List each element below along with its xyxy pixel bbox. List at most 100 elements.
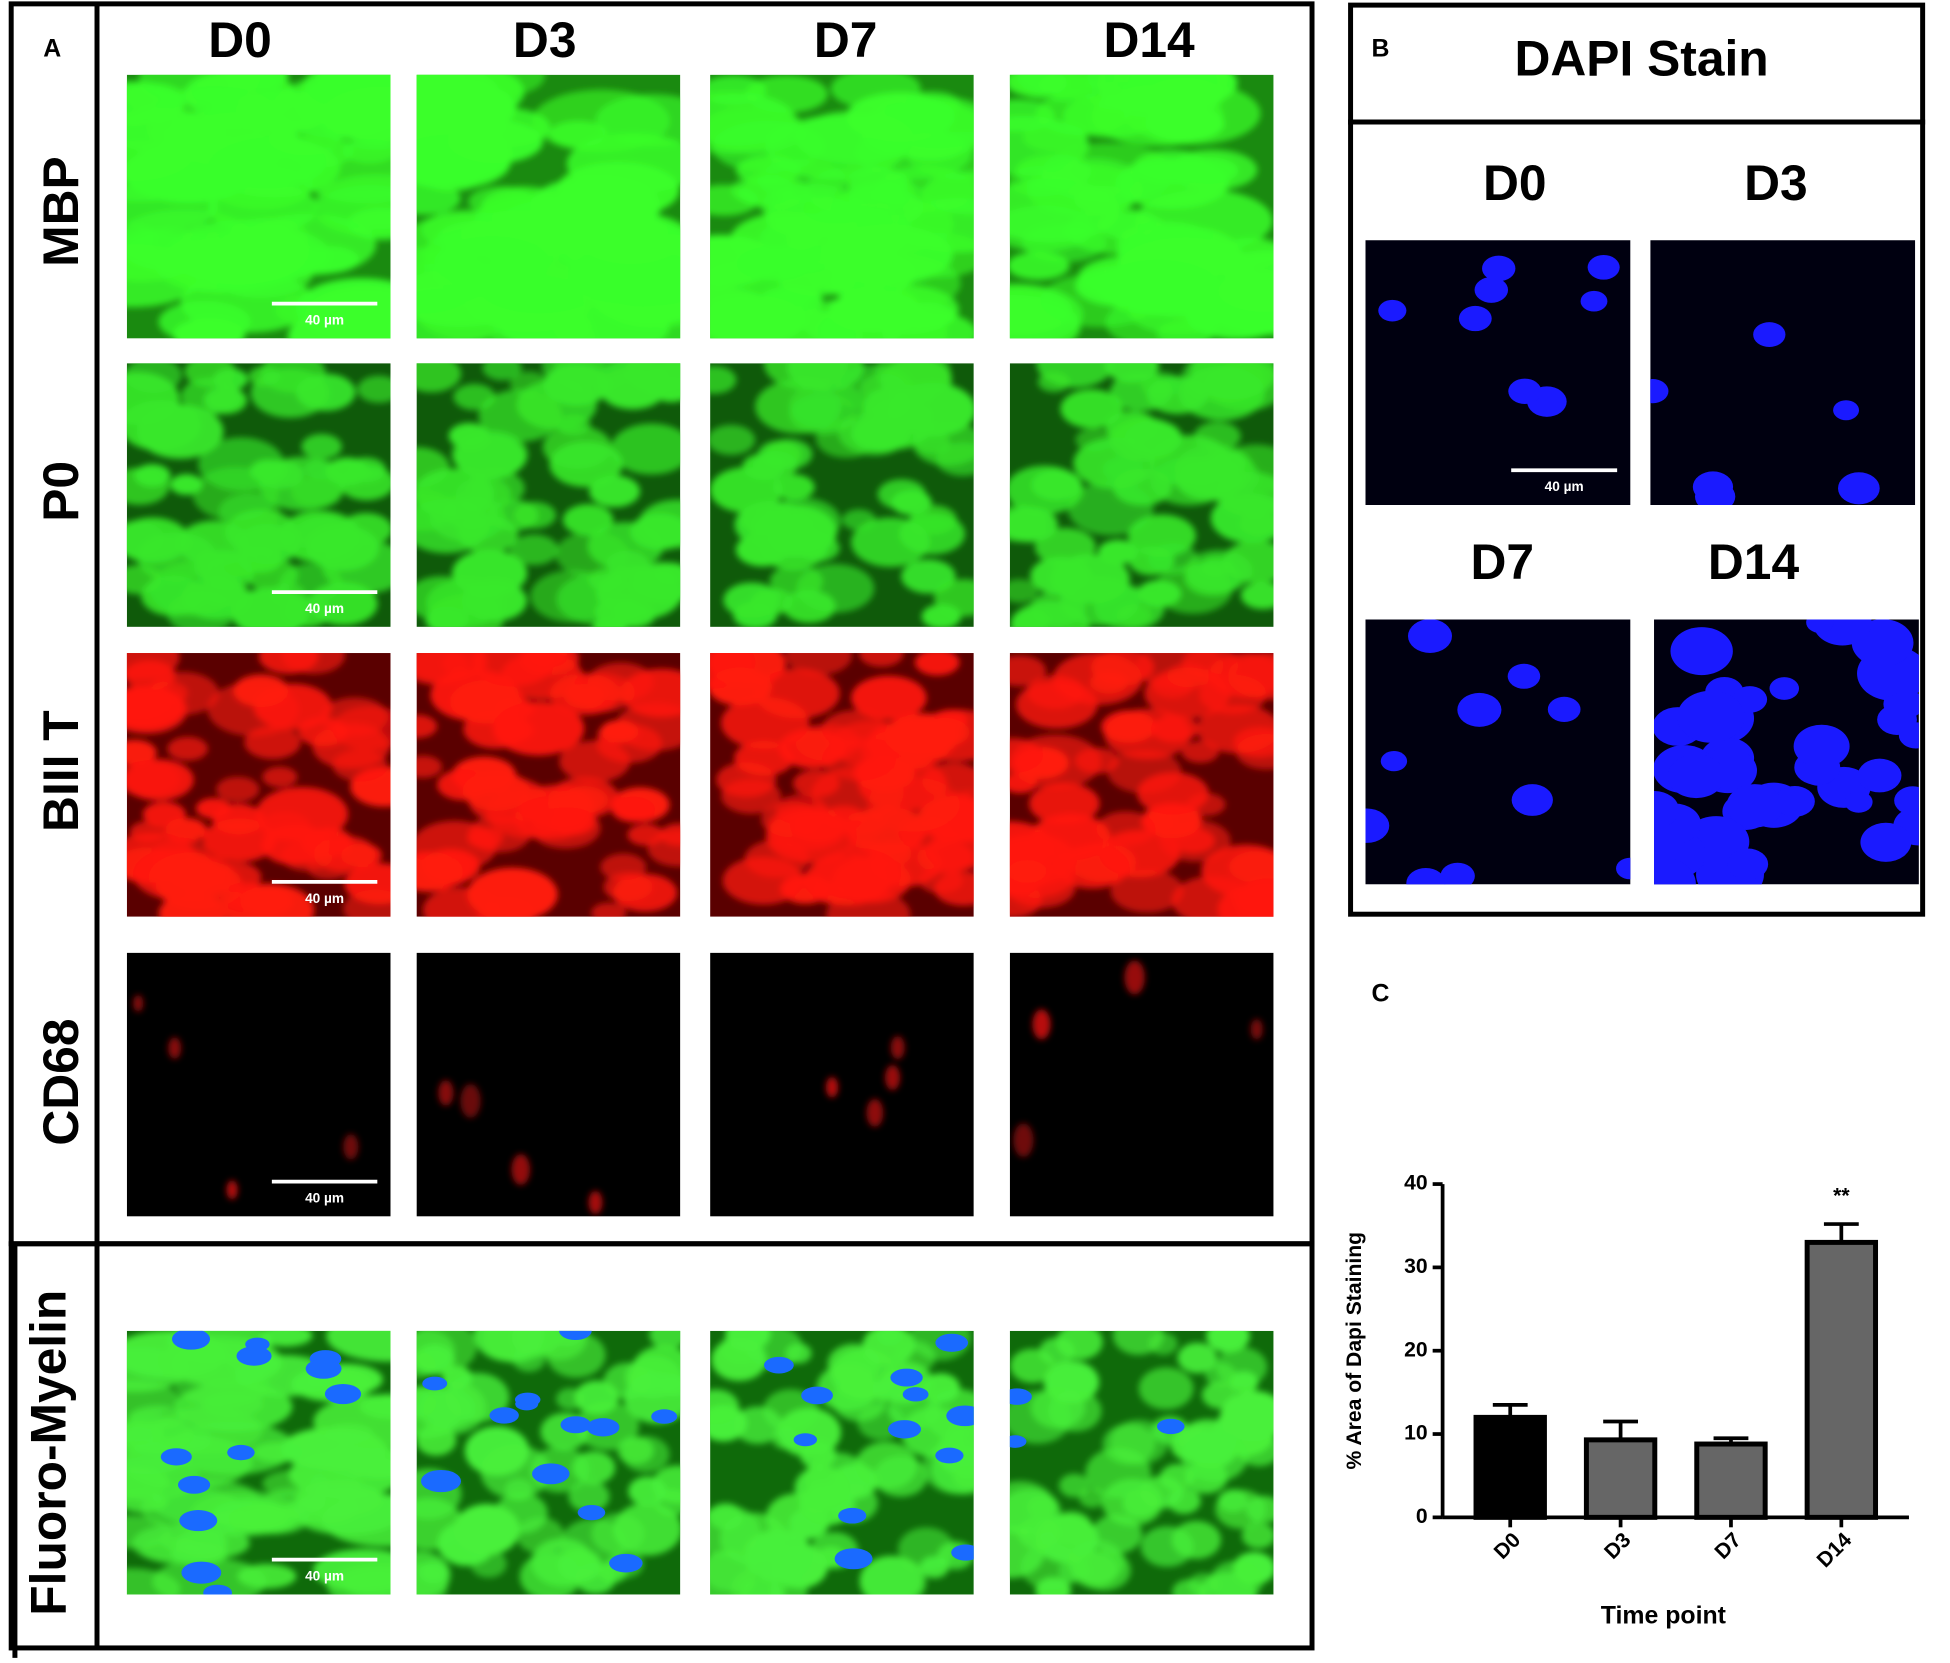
fluoro-frame (8, 1241, 1315, 1651)
blob (754, 668, 840, 719)
micrograph (1009, 1330, 1274, 1595)
blob (133, 994, 144, 1012)
blob (292, 1488, 391, 1535)
blob (473, 1330, 545, 1362)
blob (610, 787, 670, 823)
image-bg (710, 952, 974, 1217)
nucleus (1692, 471, 1734, 503)
blob (743, 1529, 813, 1583)
nucleus (1009, 1388, 1032, 1405)
column-header: D14 (1103, 12, 1195, 68)
blob (1116, 604, 1153, 627)
blob (1029, 591, 1086, 627)
image-bg (1009, 952, 1274, 1217)
row-label: P0 (33, 461, 89, 522)
blob (1029, 782, 1100, 825)
blob (126, 363, 182, 393)
nucleus (514, 1392, 541, 1407)
blob (453, 1504, 520, 1556)
micrograph (1365, 240, 1631, 506)
blob (1239, 512, 1274, 537)
blob (1107, 749, 1182, 794)
blob (1060, 389, 1124, 429)
nucleus (1677, 690, 1745, 743)
nucleus (1378, 299, 1407, 322)
blob (1043, 1360, 1100, 1404)
micrograph (1009, 653, 1274, 917)
scale-bar-label: 40 µm (305, 313, 344, 328)
nucleus (1844, 791, 1873, 813)
blob (555, 531, 630, 578)
image-label: D7 (1471, 534, 1535, 590)
blob (482, 363, 522, 381)
blob (542, 363, 611, 406)
nucleus (421, 1469, 461, 1493)
blob (1035, 1576, 1072, 1595)
blob (953, 1465, 974, 1490)
blob (599, 367, 667, 410)
blob (416, 363, 462, 393)
nucleus (1727, 848, 1769, 880)
nucleus (1482, 255, 1516, 282)
blob (300, 246, 360, 273)
blob (1009, 859, 1047, 883)
blob (736, 246, 813, 281)
blob (711, 1338, 767, 1381)
blob (652, 1465, 681, 1504)
texture (825, 1035, 905, 1127)
blob (416, 447, 450, 488)
blob (438, 1080, 454, 1106)
image-bg (1650, 240, 1916, 506)
blob (253, 683, 333, 730)
micrograph (126, 1330, 391, 1595)
nucleus (609, 1553, 643, 1573)
blob (255, 786, 349, 842)
blob (1056, 1330, 1103, 1360)
blob (1156, 320, 1216, 339)
blob (588, 1190, 603, 1215)
nucleus (1380, 751, 1408, 772)
blob (172, 318, 246, 339)
blob (1104, 363, 1160, 383)
blob (1053, 653, 1143, 705)
blob (509, 534, 559, 565)
blob (577, 295, 681, 339)
blob (416, 1562, 448, 1595)
blob (1159, 1464, 1195, 1491)
blob (126, 107, 209, 153)
image-bg (416, 952, 681, 1217)
blob (876, 421, 923, 450)
blob (1124, 420, 1183, 457)
blob (126, 739, 157, 766)
nucleus (1667, 754, 1725, 799)
nucleus (1511, 784, 1553, 816)
blob (1222, 540, 1274, 584)
micrograph (416, 363, 681, 627)
nucleus (1726, 784, 1783, 828)
texture (710, 74, 974, 339)
blob (921, 762, 974, 800)
micrograph (1365, 619, 1631, 885)
nucleus (324, 1383, 362, 1405)
blob (467, 470, 525, 507)
blob (1151, 714, 1199, 743)
blob (542, 425, 612, 469)
image-bg (126, 952, 391, 1217)
texture (126, 74, 391, 339)
nucleus (179, 1510, 218, 1532)
nucleus (935, 1447, 964, 1464)
blob (1009, 286, 1073, 335)
scale-bar-label: 40 µm (305, 601, 344, 616)
blob (710, 424, 756, 455)
blob (357, 375, 391, 403)
blob (874, 1455, 928, 1497)
blob (925, 831, 974, 871)
blob (478, 389, 562, 442)
micrograph (126, 952, 391, 1217)
blob (417, 1381, 487, 1435)
blob (304, 285, 391, 339)
blob (1075, 428, 1114, 452)
blob (259, 1330, 313, 1347)
blob (613, 1502, 681, 1556)
micrograph (1650, 240, 1916, 506)
